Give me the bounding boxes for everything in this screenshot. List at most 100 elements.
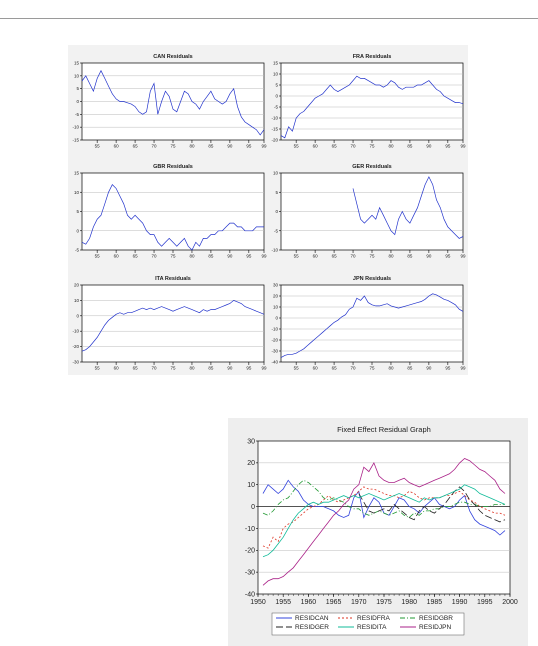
- y-tick-label: 20: [273, 294, 279, 299]
- y-tick-label: -20: [271, 338, 278, 343]
- x-tick-label: 85: [208, 144, 214, 149]
- legend-label: RESIDGBR: [419, 615, 453, 622]
- y-tick-label: -20: [245, 548, 255, 555]
- x-tick-label: 80: [388, 366, 394, 371]
- x-tick-label: 1950: [250, 599, 266, 606]
- x-tick-label: 75: [369, 144, 375, 149]
- x-tick-label: 65: [332, 366, 338, 371]
- plot-area: [81, 284, 265, 363]
- y-tick-label: 5: [76, 209, 79, 214]
- x-tick-label: 70: [351, 144, 357, 149]
- x-tick-label: 70: [152, 366, 158, 371]
- series-line-gbr-residuals: [81, 184, 264, 251]
- y-tick-label: 10: [247, 482, 255, 489]
- y-tick-label: -5: [274, 228, 278, 233]
- y-tick-label: 0: [76, 313, 79, 318]
- x-tick-label: 75: [369, 366, 375, 371]
- x-tick-label: 1960: [301, 599, 317, 606]
- x-tick-label: 80: [189, 144, 195, 149]
- x-tick-label: 1975: [376, 599, 392, 606]
- legend-label: RESIDGER: [295, 624, 329, 631]
- chart-title: FRA Residuals: [353, 54, 392, 60]
- x-tick-label: 90: [426, 254, 432, 259]
- chart-title: JPN Residuals: [353, 276, 391, 282]
- y-tick-label: 5: [76, 86, 79, 91]
- x-tick-label: 2000: [502, 599, 518, 606]
- y-tick-label: 20: [247, 460, 255, 467]
- series-line-ger-residuals: [352, 176, 464, 239]
- y-tick-label: 0: [76, 228, 79, 233]
- chart-title: Fixed Effect Residual Graph: [337, 425, 431, 434]
- x-tick-label: 55: [294, 254, 300, 259]
- page-top-rule: [0, 18, 538, 19]
- x-tick-label: 55: [95, 254, 101, 259]
- x-tick-label: 1990: [452, 599, 468, 606]
- series-line-can-residuals: [81, 69, 265, 136]
- plot-area: [280, 284, 464, 363]
- x-tick-label: 95: [445, 254, 451, 259]
- series-line-residita: [262, 484, 506, 558]
- series-line-ita-residuals: [81, 299, 265, 352]
- chart-0: CAN Residuals 15 10 5 0 -5 -10 -15 55 60 65 70 75 80 8…: [72, 54, 267, 149]
- x-tick-label: 1980: [401, 599, 417, 606]
- y-tick-label: 10: [74, 73, 80, 78]
- x-tick-label: 55: [95, 366, 101, 371]
- legend-box: [271, 612, 465, 636]
- chart-1: FRA Residuals 15 10 5 0 -5 -10 -15 -20 55 60 65 70 75…: [271, 54, 466, 149]
- plot-area: [280, 62, 464, 141]
- x-tick-label: 80: [189, 366, 195, 371]
- x-tick-label: 90: [227, 366, 233, 371]
- y-tick-label: -40: [245, 591, 255, 598]
- y-tick-label: 10: [74, 298, 80, 303]
- y-tick-label: -30: [72, 360, 79, 365]
- chart-title: ITA Residuals: [155, 276, 191, 282]
- x-tick-label: 70: [152, 144, 158, 149]
- x-tick-label: 75: [369, 254, 375, 259]
- x-tick-label: 85: [208, 366, 214, 371]
- x-tick-label: 99: [460, 144, 466, 149]
- x-tick-label: 90: [227, 144, 233, 149]
- x-tick-label: 65: [133, 254, 139, 259]
- chart-6: Fixed Effect Residual Graph 30 20 10 0 -10 -20…: [245, 425, 518, 636]
- series-line-residgbr: [262, 479, 505, 518]
- y-tick-label: 30: [273, 283, 279, 288]
- chart-title: GER Residuals: [352, 164, 391, 170]
- series-line-residger: [358, 486, 506, 523]
- x-tick-label: 90: [426, 366, 432, 371]
- y-tick-label: -5: [75, 112, 79, 117]
- legend-label: RESIDJPN: [419, 624, 451, 631]
- x-tick-label: 80: [388, 254, 394, 259]
- x-tick-label: 95: [246, 366, 252, 371]
- y-tick-label: 0: [251, 504, 255, 511]
- y-tick-label: 10: [273, 305, 279, 310]
- x-tick-label: 70: [152, 254, 158, 259]
- x-tick-label: 95: [445, 366, 451, 371]
- chart-title: GBR Residuals: [153, 164, 193, 170]
- y-tick-label: -20: [271, 138, 278, 143]
- chart-title: CAN Residuals: [153, 54, 192, 60]
- y-tick-label: 5: [275, 190, 278, 195]
- y-tick-label: 10: [74, 190, 80, 195]
- series-line-jpn-residuals: [280, 293, 464, 358]
- y-tick-label: -10: [245, 526, 255, 533]
- chart-3: GER Residuals 10 5 0 -5 -10 55 60 65 70 75 80 85 90 95…: [271, 164, 466, 259]
- y-tick-label: -5: [274, 105, 278, 110]
- legend-label: RESIDCAN: [295, 615, 329, 622]
- x-tick-label: 55: [95, 144, 101, 149]
- y-tick-label: -30: [245, 569, 255, 576]
- y-tick-label: 15: [74, 171, 80, 176]
- x-tick-label: 85: [208, 254, 214, 259]
- y-tick-label: 0: [275, 209, 278, 214]
- legend: RESIDCAN RESIDFRA RESIDGBR RESIDGER RESIDITA…: [271, 612, 465, 636]
- y-tick-label: -10: [271, 248, 278, 253]
- y-tick-label: 20: [74, 283, 80, 288]
- x-tick-label: 70: [351, 254, 357, 259]
- x-tick-label: 60: [313, 366, 319, 371]
- y-tick-label: 15: [74, 61, 80, 66]
- x-tick-label: 60: [313, 144, 319, 149]
- plot-area: [257, 440, 511, 595]
- x-tick-label: 65: [332, 254, 338, 259]
- x-tick-label: 90: [426, 144, 432, 149]
- x-tick-label: 95: [445, 144, 451, 149]
